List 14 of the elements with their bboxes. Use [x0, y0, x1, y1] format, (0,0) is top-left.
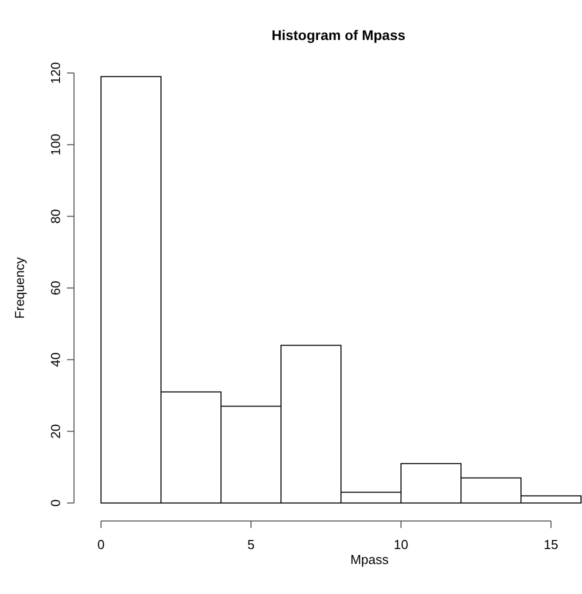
x-tick-label: 0 [97, 537, 105, 552]
y-axis-title: Frequency [12, 256, 27, 319]
y-tick-label: 80 [48, 209, 63, 224]
y-tick-label: 20 [48, 424, 63, 439]
y-tick-label: 0 [48, 499, 63, 507]
y-tick-label: 40 [48, 352, 63, 367]
y-tick-label: 120 [48, 62, 63, 84]
x-tick-label: 10 [394, 537, 408, 552]
chart-title: Histogram of Mpass [272, 27, 406, 43]
y-tick-label: 60 [48, 280, 63, 296]
x-tick-label: 15 [544, 537, 558, 552]
y-tick-label: 100 [48, 134, 63, 156]
x-tick-label: 5 [247, 537, 255, 552]
x-axis-title: Mpass [350, 552, 390, 567]
